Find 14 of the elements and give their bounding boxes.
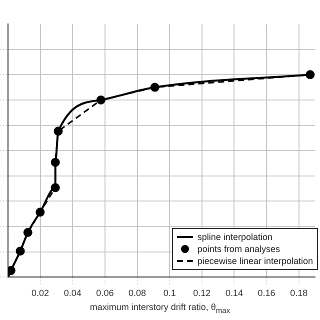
x-tick-label: 0.18 xyxy=(290,288,308,298)
x-tick-label: 0.1 xyxy=(163,288,176,298)
legend-label: points from analyses xyxy=(197,244,280,254)
x-tick-label: 0.04 xyxy=(64,288,82,298)
x-axis-title: maximum interstory drift ratio, θ$_{max}$ xyxy=(88,302,232,315)
x-tick-label: 0.06 xyxy=(96,288,114,298)
x-tick-label: 0.02 xyxy=(32,288,50,298)
legend-label: spline interpolation xyxy=(197,232,272,242)
x-tick-label: 0.12 xyxy=(193,288,211,298)
point xyxy=(306,70,315,80)
x-tick-label: 0.08 xyxy=(128,288,146,298)
legend-label: piecewise linear interpolation xyxy=(197,256,313,266)
x-tick-label: 0.16 xyxy=(258,288,276,298)
x-tick-label: 0.14 xyxy=(225,288,243,298)
